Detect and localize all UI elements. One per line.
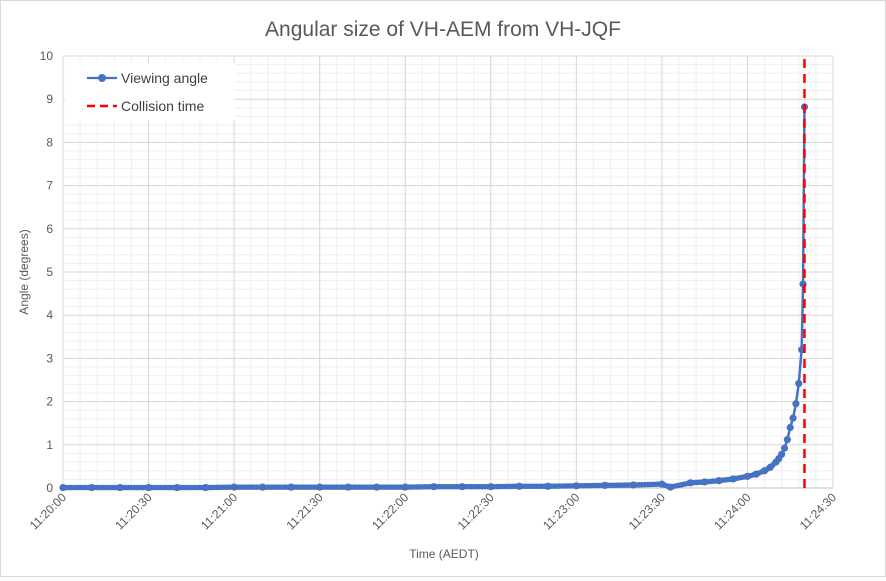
viewing-angle-point: [401, 483, 409, 491]
y-axis-label: Angle (degrees): [17, 229, 31, 314]
x-tick-label: 11:23:00: [540, 490, 583, 533]
major-gridlines: [62, 55, 834, 489]
viewing-angle-point: [778, 450, 786, 458]
viewing-angle-point: [715, 477, 723, 485]
viewing-angle-point: [230, 483, 238, 491]
x-tick-label: 11:20:30: [112, 490, 155, 533]
viewing-angle-point: [373, 483, 381, 491]
viewing-angle-point: [686, 479, 695, 487]
x-tick-label: 11:24:30: [797, 490, 840, 533]
y-tick-label: 3: [46, 351, 53, 365]
y-tick-labels: 0 1 2 3 4 5 6 7 8 9 10: [40, 49, 54, 495]
x-tick-label: 11:24:00: [711, 490, 754, 533]
legend-swatch-marker: [98, 74, 106, 82]
viewing-angle-line: [63, 106, 806, 489]
viewing-angle-point: [259, 483, 267, 491]
y-tick-label: 8: [46, 135, 53, 149]
x-tick-label: 11:20:00: [27, 490, 70, 533]
viewing-angle-point: [760, 467, 769, 475]
y-tick-label: 5: [46, 265, 53, 279]
y-tick-label: 9: [46, 92, 53, 106]
viewing-angle-point: [173, 483, 181, 492]
viewing-angle-point: [743, 472, 752, 480]
x-tick-label: 11:22:00: [369, 490, 412, 533]
y-tick-label: 1: [46, 438, 53, 452]
viewing-angle-point: [59, 483, 67, 492]
legend: Viewing angle Collision time: [65, 63, 235, 120]
viewing-angle-point: [666, 483, 675, 491]
x-tick-label: 11:23:30: [626, 490, 669, 533]
viewing-angle-point: [783, 436, 791, 444]
y-tick-label: 4: [46, 308, 53, 322]
legend-label-collision-time: Collision time: [121, 98, 204, 114]
series-layer: [59, 56, 809, 492]
legend-label-viewing-angle: Viewing angle: [121, 70, 208, 86]
x-tick-labels: 11:20:00 11:20:30 11:21:00 11:21:30 11:22:00…: [27, 490, 840, 533]
viewing-angle-point: [515, 482, 523, 490]
y-tick-label: 7: [46, 179, 53, 193]
legend-entry-viewing-angle: Viewing angle: [87, 70, 208, 86]
y-tick-label: 6: [46, 222, 53, 236]
viewing-angle-point: [544, 482, 552, 490]
viewing-angle-point: [792, 400, 800, 408]
y-tick-label: 2: [46, 395, 53, 409]
x-tick-label: 11:21:00: [198, 490, 241, 533]
viewing-angle-point: [789, 414, 797, 422]
viewing-angle-point: [487, 483, 495, 491]
viewing-angle-point: [729, 475, 737, 483]
viewing-angle-point: [572, 482, 580, 490]
viewing-angle-point: [786, 423, 794, 432]
viewing-angle-point: [87, 483, 96, 492]
viewing-angle-point: [458, 483, 466, 491]
viewing-angle-point: [144, 483, 153, 492]
legend-entry-collision-time: Collision time: [87, 98, 204, 114]
y-tick-label: 10: [40, 49, 54, 63]
viewing-angle-point: [780, 444, 789, 452]
viewing-angle-point: [201, 483, 210, 492]
viewing-angle-point: [658, 480, 666, 488]
viewing-angle-point: [752, 470, 760, 478]
y-tick-label: 0: [46, 481, 53, 495]
viewing-angle-point: [116, 483, 124, 492]
x-axis-label: Time (AEDT): [409, 547, 479, 561]
chart-title: Angular size of VH-AEM from VH-JQF: [265, 18, 621, 41]
legend-background: [65, 63, 235, 120]
x-tick-label: 11:22:30: [455, 490, 498, 533]
viewing-angle-point: [287, 483, 295, 491]
viewing-angle-point: [430, 483, 438, 491]
viewing-angle-point: [701, 478, 709, 486]
viewing-angle-point: [766, 463, 774, 471]
viewing-angle-point: [795, 379, 803, 388]
viewing-angle-point: [316, 483, 324, 491]
x-tick-label: 11:21:30: [283, 490, 326, 533]
viewing-angle-point: [629, 481, 637, 489]
viewing-angle-point: [601, 481, 609, 490]
viewing-angle-point: [344, 483, 352, 491]
